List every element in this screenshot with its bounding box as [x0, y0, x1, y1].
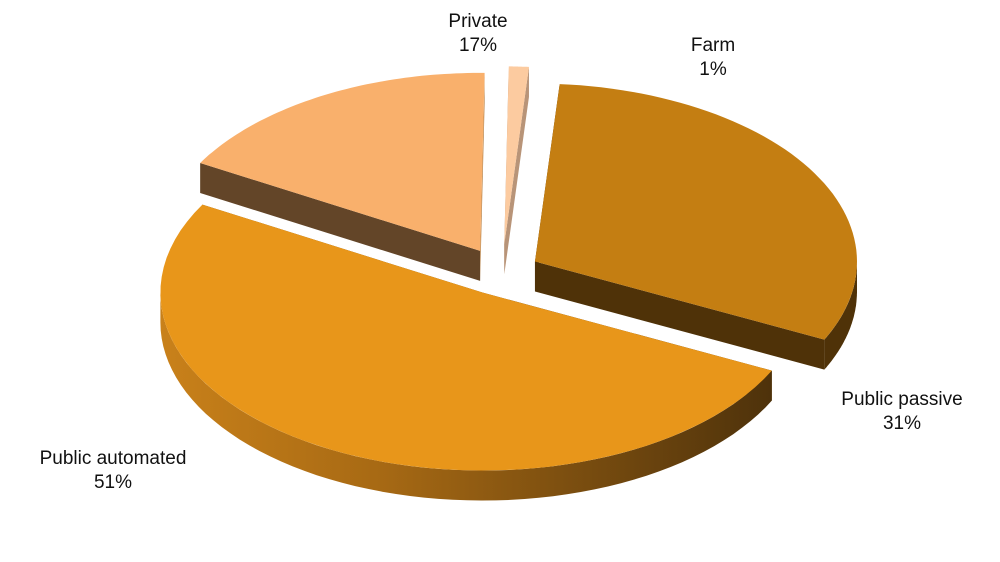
label-public-automated: Public automated 51%: [40, 447, 187, 495]
slice-side-private: [480, 72, 485, 281]
label-private-name: Private: [448, 11, 508, 32]
label-private: Private 17%: [448, 10, 507, 58]
slice-side-public-passive: [534, 261, 825, 370]
slice-wall-public-passive: [824, 261, 857, 370]
slice-farm: [504, 66, 529, 245]
label-public-passive-value: 31%: [882, 413, 922, 434]
slice-side-private: [200, 162, 481, 281]
label-farm-value: 1%: [699, 59, 727, 80]
slice-public-automated: [160, 204, 772, 471]
label-public-passive-name: Public passive: [841, 389, 963, 410]
label-public-automated-name: Public automated: [39, 448, 187, 469]
label-farm: Farm 1%: [691, 34, 735, 82]
label-farm-name: Farm: [690, 35, 736, 56]
slice-side-farm: [504, 66, 529, 275]
label-private-value: 17%: [458, 35, 498, 56]
label-public-automated-value: 51%: [93, 472, 133, 493]
slice-public-passive: [534, 84, 857, 340]
label-public-passive: Public passive 31%: [841, 388, 962, 436]
slice-wall-public-automated: [160, 292, 772, 501]
slice-private: [200, 72, 485, 251]
